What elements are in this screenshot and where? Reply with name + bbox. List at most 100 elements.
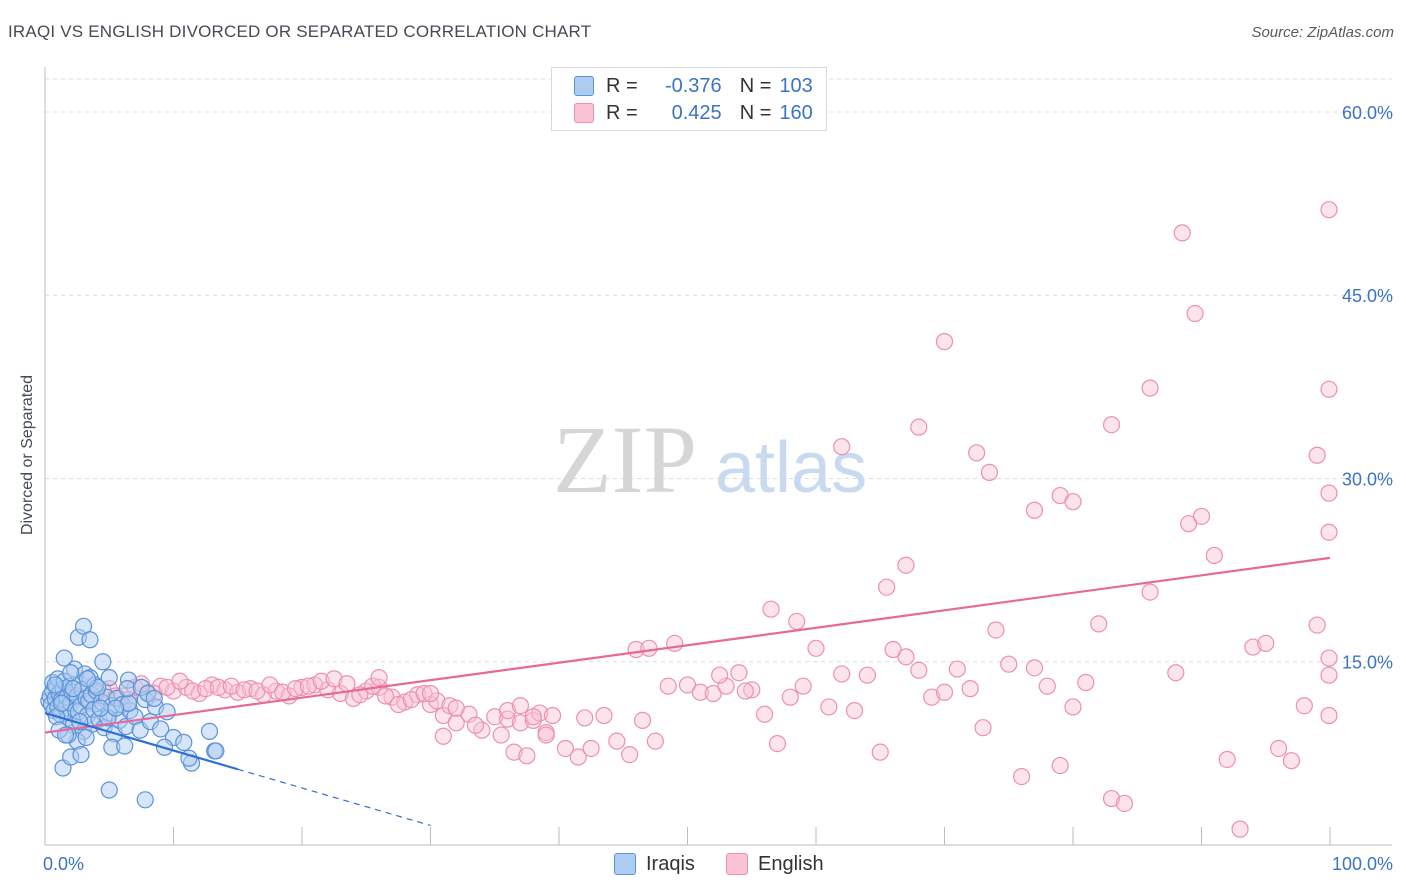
english-point <box>293 678 311 696</box>
english-point <box>646 732 664 750</box>
english-legend-swatch <box>726 853 748 875</box>
iraqis-legend-label: Iraqis <box>646 852 695 875</box>
r-label: R = <box>606 74 638 97</box>
iraqis-point <box>175 733 193 751</box>
english-point <box>261 676 279 694</box>
iraqis-point <box>77 728 95 747</box>
axes <box>44 67 1392 846</box>
english-point <box>492 726 510 744</box>
english-point <box>1102 416 1121 434</box>
english-point <box>1167 664 1185 682</box>
r-label: R = <box>606 101 638 124</box>
iraqis-point <box>62 664 80 682</box>
english-point <box>1320 523 1338 541</box>
english-point <box>878 578 896 596</box>
english-point <box>1077 673 1095 692</box>
r-value: 0.425 <box>671 101 722 124</box>
english-point <box>421 684 440 703</box>
iraqis-trend-line <box>44 711 239 771</box>
english-point <box>1141 583 1159 601</box>
english-point <box>678 676 697 694</box>
legend-row-english: R = 0.425 N = 160 <box>574 100 813 126</box>
english-point <box>556 739 575 758</box>
english-point <box>743 681 761 699</box>
english-point <box>1025 659 1044 677</box>
x-tick-label-max: 100.0% <box>1332 854 1393 874</box>
iraqis-points <box>40 617 225 809</box>
r-value: -0.376 <box>664 74 722 97</box>
english-point <box>788 612 806 631</box>
iraqis-point <box>78 670 97 688</box>
watermark: ZIP atlas <box>553 406 867 513</box>
english-point <box>691 683 709 701</box>
legend-item-english[interactable]: English <box>726 850 824 878</box>
correlation-legend: R = -0.376 N = 103 R = 0.425 N = 160 <box>551 67 827 131</box>
english-point <box>511 697 530 715</box>
english-point <box>222 677 240 695</box>
english-point <box>659 677 677 695</box>
english-point <box>897 556 915 574</box>
english-point <box>1320 706 1338 725</box>
english-point <box>833 665 851 683</box>
english-point <box>1141 379 1159 397</box>
iraqis-point <box>107 699 125 717</box>
english-point <box>884 640 902 659</box>
english-point <box>845 702 864 720</box>
english-point <box>415 684 433 703</box>
english-point <box>897 648 915 666</box>
watermark-zip: ZIP <box>553 406 697 513</box>
iraqis-trend-extension <box>237 768 431 827</box>
tick-labels: 15.0% 30.0% 45.0% 60.0% 0.0% 100.0% <box>43 103 1393 874</box>
english-point <box>447 699 465 717</box>
english-point <box>389 695 407 714</box>
english-point <box>209 678 228 696</box>
english-point <box>633 711 652 729</box>
english-point <box>980 463 999 481</box>
english-point <box>569 748 587 766</box>
english-point <box>961 680 979 698</box>
english-point <box>717 677 735 695</box>
iraqis-point <box>64 680 82 698</box>
english-point <box>910 661 928 679</box>
english-point <box>434 727 452 745</box>
english-point <box>1320 380 1338 398</box>
english-point <box>267 682 285 700</box>
english-point <box>1090 615 1108 633</box>
iraqis-point <box>207 742 225 760</box>
english-point <box>197 680 215 698</box>
english-point <box>974 719 992 737</box>
iraqis-point <box>152 720 170 738</box>
english-point <box>1320 484 1338 502</box>
n-value: 160 <box>779 101 813 124</box>
english-point <box>370 669 388 687</box>
english-point <box>582 739 600 758</box>
english-point <box>640 639 658 657</box>
iraqis-point <box>46 676 64 694</box>
english-point <box>820 698 838 716</box>
iraqis-point <box>55 649 73 667</box>
english-point <box>466 716 485 734</box>
english-point <box>711 666 729 684</box>
iraqis-point <box>200 722 219 740</box>
english-point <box>576 709 594 727</box>
english-point <box>1320 201 1338 219</box>
english-point <box>871 743 889 761</box>
english-point <box>499 702 517 720</box>
iraqis-point <box>72 745 90 764</box>
english-trend-line <box>44 556 1331 734</box>
english-point <box>858 666 877 684</box>
english-point <box>1186 304 1204 323</box>
english-point <box>1244 638 1262 656</box>
iraqis-point <box>118 680 136 698</box>
english-point <box>833 438 851 456</box>
iraqis-point <box>53 694 71 712</box>
english-point <box>312 672 330 690</box>
english-point <box>325 670 343 688</box>
english-point <box>755 705 774 723</box>
english-legend-label: English <box>758 852 824 875</box>
english-point <box>1282 752 1301 770</box>
iraqis-point <box>145 689 163 707</box>
english-point <box>434 706 452 725</box>
english-point <box>1320 649 1338 667</box>
legend-item-iraqis[interactable]: Iraqis <box>614 850 695 878</box>
